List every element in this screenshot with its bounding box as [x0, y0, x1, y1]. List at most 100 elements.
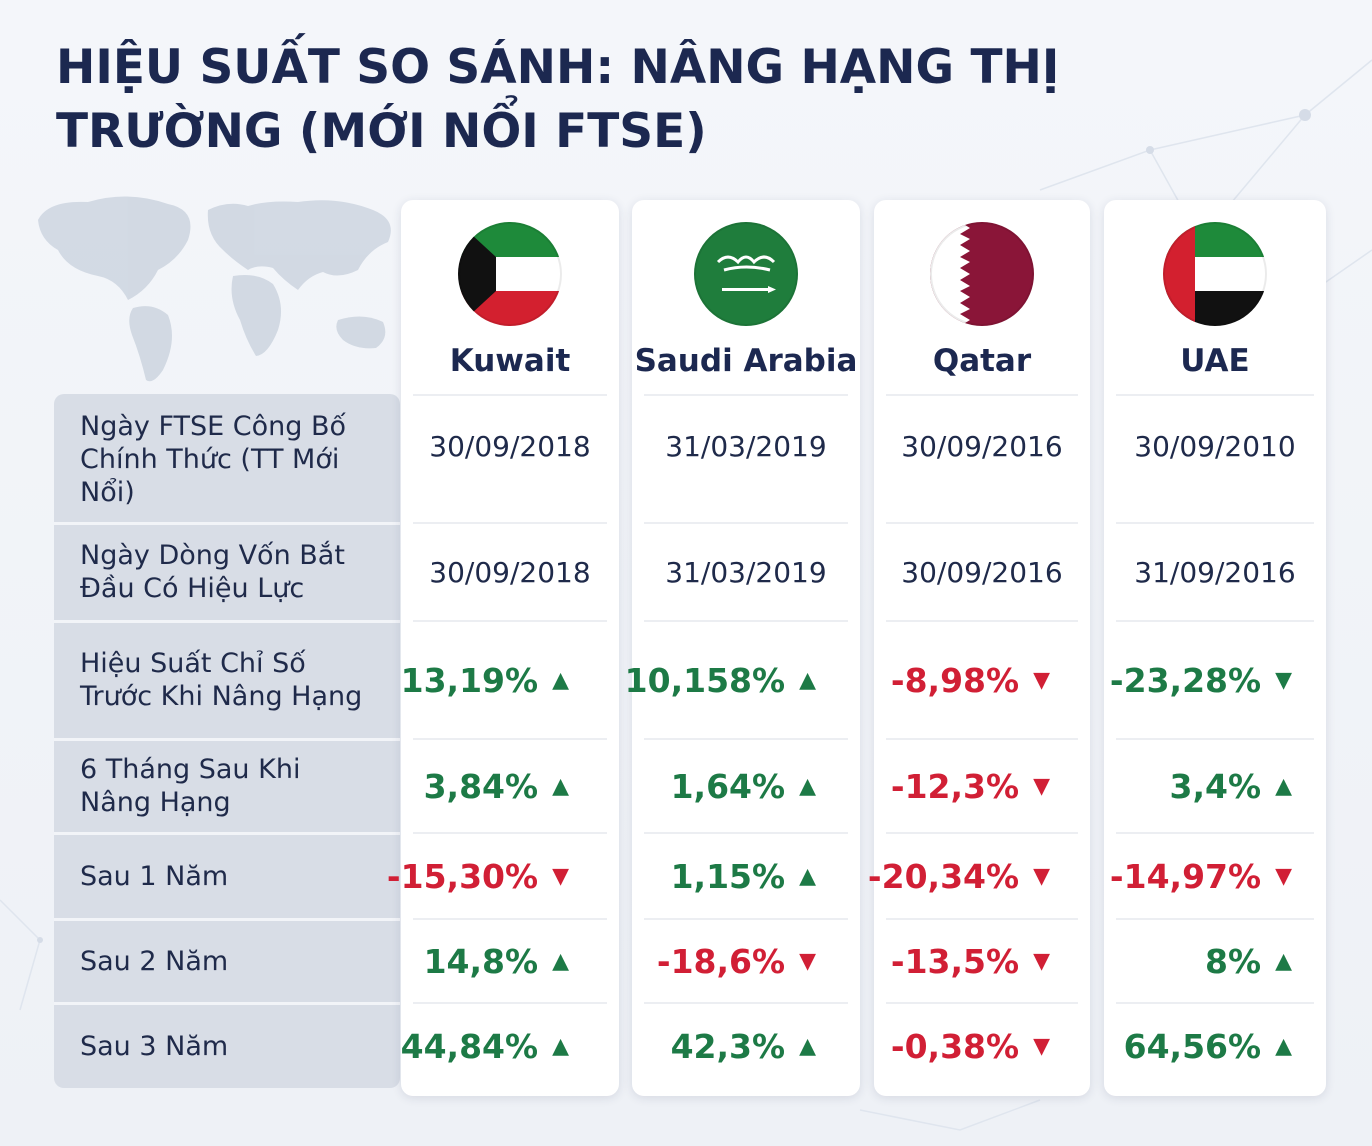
- percent-value: -0,38%: [890, 1026, 1020, 1066]
- cell-divider: [886, 918, 1078, 920]
- triangle-down-icon: ▼: [1033, 773, 1050, 799]
- row-label-panel: [54, 394, 400, 1088]
- cell-divider: [1116, 832, 1314, 834]
- performance-cell: 44,84% ▲: [401, 1004, 569, 1088]
- row-label-text: Sau 1 Năm: [80, 860, 229, 892]
- percent-value: -13,5%: [890, 941, 1020, 981]
- cell-divider: [413, 1002, 607, 1004]
- cell-divider: [413, 832, 607, 834]
- date-value: 30/09/2016: [901, 555, 1063, 589]
- date-value: 30/09/2018: [429, 555, 591, 589]
- percent-value: 8%: [1205, 941, 1262, 981]
- triangle-down-icon: ▼: [1033, 948, 1050, 974]
- performance-cell: -13,5% ▼: [874, 920, 1050, 1002]
- cell-divider: [1116, 522, 1314, 524]
- performance-cell: 42,3% ▲: [632, 1004, 816, 1088]
- cell-divider: [413, 918, 607, 920]
- triangle-up-icon: ▲: [799, 667, 816, 693]
- date-cell: 30/09/2018: [401, 396, 619, 496]
- triangle-up-icon: ▲: [1275, 1033, 1292, 1059]
- country-card: Kuwait 30/09/2018 30/09/2018 13,19% ▲ 3,84% ▲ -…: [387, 200, 619, 1096]
- triangle-up-icon: ▲: [799, 863, 816, 889]
- cell-divider: [413, 394, 607, 396]
- date-value: 31/09/2016: [1134, 555, 1296, 589]
- triangle-down-icon: ▼: [1033, 863, 1050, 889]
- percent-value: -14,97%: [1109, 856, 1262, 896]
- percent-value: 10,158%: [624, 660, 786, 700]
- percent-value: -23,28%: [1109, 660, 1262, 700]
- cell-divider: [886, 620, 1078, 622]
- row-divider: [54, 620, 400, 623]
- row-divider: [54, 918, 400, 921]
- cell-divider: [1116, 620, 1314, 622]
- row-label-text: 6 Tháng Sau Khi Nâng Hạng: [80, 754, 301, 818]
- country-card: UAE 30/09/2010 31/09/2016 -23,28% ▼ 3,4% ▲ -14,…: [1104, 200, 1326, 1096]
- performance-cell: 3,84% ▲: [401, 740, 569, 832]
- cell-divider: [644, 918, 848, 920]
- country-name: UAE: [1180, 343, 1250, 379]
- row-label-text: Ngày Dòng Vốn Bắt Đầu Có Hiệu Lực: [80, 540, 345, 604]
- percent-value: -8,98%: [890, 660, 1020, 700]
- cell-divider: [886, 394, 1078, 396]
- date-value: 30/09/2018: [429, 429, 591, 463]
- cell-divider: [1116, 394, 1314, 396]
- date-value: 31/03/2019: [665, 555, 827, 589]
- cell-divider: [413, 738, 607, 740]
- percent-value: 14,8%: [423, 941, 539, 981]
- country-card: Qatar 30/09/2016 30/09/2016 -8,98% ▼ -12,3% ▼ -…: [868, 200, 1090, 1096]
- date-cell: 30/09/2010: [1104, 396, 1326, 496]
- triangle-up-icon: ▲: [799, 773, 816, 799]
- cell-divider: [1116, 1002, 1314, 1004]
- triangle-up-icon: ▲: [1275, 948, 1292, 974]
- cell-divider: [644, 832, 848, 834]
- triangle-down-icon: ▼: [1033, 667, 1050, 693]
- date-cell: 31/09/2016: [1104, 524, 1326, 620]
- date-value: 30/09/2010: [1134, 429, 1296, 463]
- performance-cell: 10,158% ▲: [625, 622, 816, 738]
- country-card: Saudi Arabia 31/03/2019 31/03/2019 10,158% ▲…: [625, 200, 860, 1096]
- cell-divider: [644, 1002, 848, 1004]
- row-divider: [54, 738, 400, 741]
- row-divider: [54, 1002, 400, 1005]
- uae-flag-icon: [1163, 222, 1267, 326]
- triangle-down-icon: ▼: [1275, 667, 1292, 693]
- row-label: Hiệu Suất Chỉ Số Trước Khi Nâng Hạng: [54, 622, 400, 738]
- triangle-down-icon: ▼: [799, 948, 816, 974]
- cell-divider: [644, 394, 848, 396]
- date-value: 31/03/2019: [665, 429, 827, 463]
- percent-value: 44,84%: [400, 1026, 539, 1066]
- performance-cell: -20,34% ▼: [868, 834, 1050, 918]
- triangle-down-icon: ▼: [1033, 1033, 1050, 1059]
- cell-divider: [1116, 738, 1314, 740]
- cell-divider: [413, 620, 607, 622]
- row-label: Ngày FTSE Công Bố Chính Thức (TT Mới Nổi…: [54, 396, 400, 522]
- row-divider: [54, 522, 400, 525]
- performance-cell: -23,28% ▼: [1104, 622, 1292, 738]
- cell-divider: [886, 738, 1078, 740]
- percent-value: 1,64%: [670, 766, 786, 806]
- triangle-up-icon: ▲: [552, 773, 569, 799]
- row-label: Sau 1 Năm: [54, 834, 400, 918]
- percent-value: 3,84%: [423, 766, 539, 806]
- country-name: Kuwait: [449, 343, 571, 379]
- triangle-down-icon: ▼: [552, 863, 569, 889]
- world-map-graphic: [38, 196, 391, 382]
- row-divider: [54, 832, 400, 835]
- performance-cell: 64,56% ▲: [1104, 1004, 1292, 1088]
- triangle-up-icon: ▲: [1275, 773, 1292, 799]
- cell-divider: [644, 738, 848, 740]
- page-title: HIỆU SUẤT SO SÁNH: NÂNG HẠNG THỊ TRƯỜNG …: [56, 40, 1060, 159]
- triangle-up-icon: ▲: [552, 948, 569, 974]
- performance-cell: 3,4% ▲: [1104, 740, 1292, 832]
- cell-divider: [886, 1002, 1078, 1004]
- row-label: 6 Tháng Sau Khi Nâng Hạng: [54, 740, 400, 832]
- cell-divider: [413, 522, 607, 524]
- row-label-text: Hiệu Suất Chỉ Số Trước Khi Nâng Hạng: [80, 648, 363, 712]
- performance-cell: 1,64% ▲: [632, 740, 816, 832]
- performance-cell: -18,6% ▼: [632, 920, 816, 1002]
- performance-cell: -0,38% ▼: [874, 1004, 1050, 1088]
- row-label: Sau 3 Năm: [54, 1004, 400, 1088]
- percent-value: -12,3%: [890, 766, 1020, 806]
- performance-cell: 1,15% ▲: [632, 834, 816, 918]
- kuwait-flag-icon: [458, 222, 562, 326]
